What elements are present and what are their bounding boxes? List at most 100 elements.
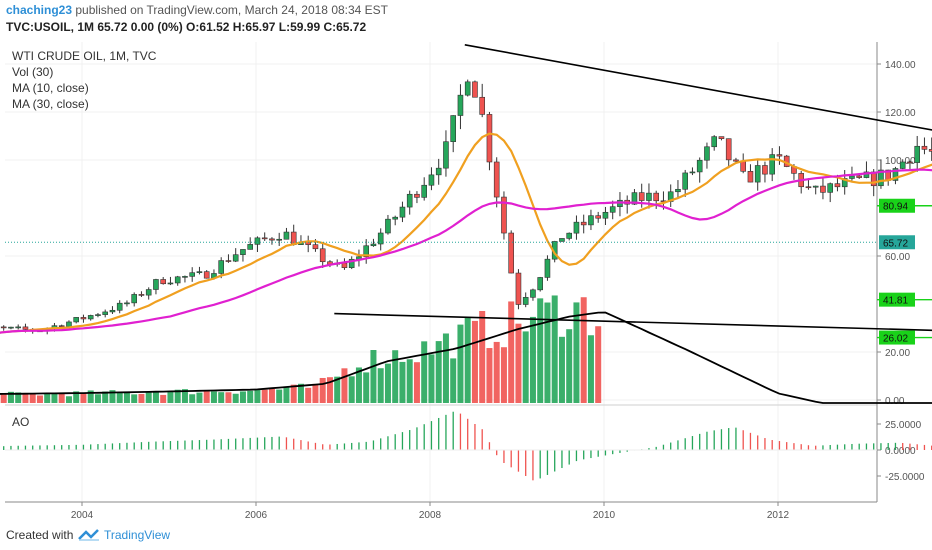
candle-body [109, 309, 116, 313]
volume-bar [203, 390, 210, 403]
volume-bar [65, 396, 72, 403]
candle-body [682, 172, 689, 190]
candle-body [182, 276, 188, 278]
price-tags: 80.94 41.81 26.02 65.72 [879, 198, 915, 345]
volume-bar [595, 326, 602, 403]
volume-bar [29, 393, 36, 403]
candle-body [406, 193, 413, 208]
candle-body [899, 161, 906, 169]
candle-body [414, 193, 420, 198]
level-tag: 26.02 [883, 334, 908, 345]
volume-bar [131, 394, 138, 403]
volume-bar [51, 393, 58, 403]
ma-10-line [0, 132, 932, 334]
volume-bar [167, 391, 174, 403]
candle-body [341, 262, 348, 268]
volume-bar [218, 392, 225, 403]
volume-bar [355, 367, 362, 403]
volume-bar [109, 390, 116, 403]
candle-body [312, 244, 319, 250]
volume-bar [457, 324, 464, 403]
volume-bar [529, 316, 536, 403]
volume-bar [297, 383, 304, 403]
volume-bar [377, 368, 384, 403]
volume-bar [544, 302, 551, 403]
ao-tick-label: 0.0000 [885, 446, 916, 457]
candle-body [319, 248, 326, 263]
candle-body [841, 178, 848, 188]
candle-body [849, 175, 855, 179]
volume-bar [334, 376, 341, 403]
candle-body [385, 218, 391, 234]
candle-body [15, 326, 21, 329]
tradingview-brand-link[interactable]: TradingView [104, 528, 171, 542]
volume-bar [181, 389, 188, 403]
volume-bar [348, 376, 355, 403]
candle-body [776, 154, 783, 157]
candle-body [493, 161, 500, 198]
volume-bar [312, 383, 319, 403]
volume-bar [232, 393, 239, 403]
price-tick-label: 140.00 [885, 60, 916, 71]
volume-bar [152, 392, 159, 403]
candle-body [812, 185, 819, 188]
candle-body [588, 215, 594, 226]
candle-body [160, 279, 166, 285]
candle-body [486, 114, 493, 163]
volume-bar [44, 393, 51, 403]
volume-bar [0, 393, 7, 403]
candle-body [153, 279, 159, 290]
candle-body [174, 276, 181, 284]
volume-bar [73, 391, 80, 403]
volume-bar [276, 389, 283, 403]
level-tag: 41.81 [883, 296, 908, 307]
volume-bar [442, 333, 449, 403]
level-tag: 80.94 [883, 202, 908, 213]
candle-body [580, 221, 587, 226]
volume-bar [522, 331, 529, 403]
price-tick-label: 120.00 [885, 108, 916, 119]
current-price-tag: 65.72 [883, 238, 908, 249]
candle-body [363, 245, 370, 258]
volume-bar [210, 391, 217, 403]
candle-body [856, 175, 863, 178]
candle-body [203, 271, 210, 279]
volume-bar [406, 359, 413, 403]
candle-body [457, 94, 464, 116]
candle-body [725, 138, 732, 161]
candle-body [820, 185, 826, 193]
candle-body [530, 289, 536, 298]
volume-bar [573, 302, 580, 403]
volume-bar [94, 394, 101, 403]
ma-30-line [0, 168, 932, 334]
candle-body [805, 186, 812, 189]
candle-body [80, 317, 87, 320]
candle-body [573, 221, 580, 234]
volume-bar [363, 372, 370, 403]
publish-info: chaching23 published on TradingView.com,… [6, 3, 388, 17]
volume-bar [22, 393, 29, 403]
legend-entry: MA (30, close) [12, 97, 89, 111]
candle-body [189, 272, 195, 277]
candle-body [124, 302, 130, 305]
trendline-upper-resistance [464, 44, 932, 131]
candle-body [370, 243, 377, 247]
volume-bar [254, 389, 261, 403]
price-chart[interactable]: 140.00 120.00 100.00 60.00 20.00 0.00 25.0000 0… [0, 40, 932, 520]
candle-body [138, 294, 145, 296]
volume-bar [239, 391, 246, 403]
candle-body [704, 146, 710, 161]
candle-body [675, 188, 681, 193]
author-link[interactable]: chaching23 [6, 3, 73, 17]
volume-bar [247, 390, 254, 403]
volume-bar [493, 341, 500, 403]
candle-body [711, 136, 718, 148]
time-tick-label: 2010 [593, 510, 616, 520]
candle-body [102, 311, 108, 315]
candle-body [696, 159, 703, 173]
chart-header: chaching23 published on TradingView.com,… [0, 0, 932, 40]
candle-body [747, 170, 754, 183]
footer: Created with TradingView [0, 520, 932, 550]
volume-bar [587, 335, 594, 403]
volume-bar [305, 387, 312, 403]
